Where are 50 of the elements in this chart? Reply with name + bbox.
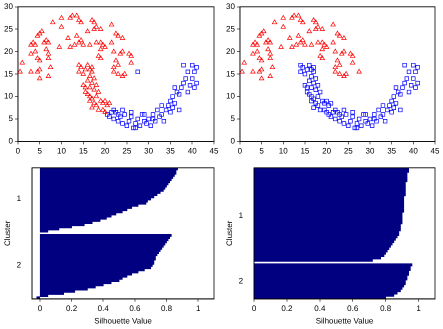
x-tick-label: 5 xyxy=(259,146,264,156)
x-tick-label: 30 xyxy=(144,146,154,156)
y-tick-label: 30 xyxy=(226,2,236,12)
x-tick-label: 5 xyxy=(37,146,42,156)
x-tick-label: 35 xyxy=(387,146,397,156)
x-tick-label: 45 xyxy=(210,146,219,156)
y-tick-label: 25 xyxy=(4,24,14,34)
x-tick-label: 1 xyxy=(416,304,422,313)
y-tick-label: 30 xyxy=(4,2,14,12)
x-tick-label: 0.6 xyxy=(129,304,141,313)
y-tick-label: 15 xyxy=(4,69,14,78)
x-tick-label: 40 xyxy=(188,146,198,156)
y-tick-label: 15 xyxy=(226,69,236,78)
x-tick-label: 0.8 xyxy=(380,304,392,313)
x-tick-label: 20 xyxy=(100,146,110,156)
y-tick-label: 0 xyxy=(230,136,236,146)
x-tick-label: 25 xyxy=(344,146,354,156)
x-tick-label: 45 xyxy=(430,146,440,156)
x-tick-label: 0.8 xyxy=(160,304,173,313)
y-axis-title: Cluster xyxy=(3,220,12,246)
x-tick-label: 35 xyxy=(166,146,176,156)
x-tick-label: 15 xyxy=(78,146,88,156)
y-tick-label: 0 xyxy=(8,136,14,146)
x-axis-title: Silhouette Value xyxy=(94,316,152,326)
y-tick-label: 10 xyxy=(226,92,236,101)
x-tick-label: 25 xyxy=(122,146,132,156)
y-tick-label: 2 xyxy=(16,260,22,270)
y-tick-label: 5 xyxy=(230,114,236,124)
x-tick-label: 0.4 xyxy=(98,304,110,313)
x-tick-label: 30 xyxy=(366,146,375,156)
x-tick-label: 0.6 xyxy=(347,304,359,313)
y-tick-label: 10 xyxy=(4,92,14,101)
y-tick-label: 25 xyxy=(226,24,236,34)
x-tick-label: 15 xyxy=(300,146,310,156)
y-tick-label: 20 xyxy=(226,46,236,56)
x-tick-label: 10 xyxy=(57,146,66,156)
y-tick-label: 20 xyxy=(4,46,14,56)
x-tick-label: 0.2 xyxy=(66,304,78,313)
x-tick-label: 20 xyxy=(322,146,332,156)
x-tick-label: 40 xyxy=(408,146,418,156)
x-tick-label: 0.2 xyxy=(281,304,294,313)
y-tick-label: 2 xyxy=(238,276,244,286)
x-tick-label: 10 xyxy=(278,146,288,156)
x-tick-label: 0 xyxy=(252,304,257,313)
y-tick-label: 5 xyxy=(8,114,14,124)
y-axis-title: Cluster xyxy=(225,220,234,246)
x-tick-label: 0.4 xyxy=(314,304,326,313)
x-tick-label: 0 xyxy=(38,304,43,313)
x-tick-label: 1 xyxy=(196,304,201,313)
x-axis-title: Silhouette Value xyxy=(316,316,374,326)
